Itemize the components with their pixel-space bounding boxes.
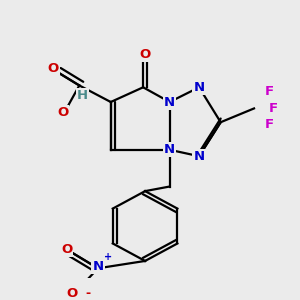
Text: F: F bbox=[265, 85, 274, 98]
Text: N: N bbox=[92, 260, 104, 273]
Text: N: N bbox=[164, 143, 175, 156]
Text: N: N bbox=[164, 95, 175, 109]
Text: H: H bbox=[77, 89, 88, 102]
Text: O: O bbox=[67, 286, 78, 300]
Text: O: O bbox=[140, 48, 151, 61]
Text: +: + bbox=[104, 252, 112, 262]
Text: F: F bbox=[269, 102, 278, 115]
Text: O: O bbox=[61, 243, 72, 256]
Text: -: - bbox=[85, 286, 91, 300]
Text: F: F bbox=[265, 118, 274, 131]
Text: O: O bbox=[57, 106, 68, 118]
Text: O: O bbox=[47, 61, 58, 74]
Text: N: N bbox=[194, 81, 205, 94]
Text: N: N bbox=[194, 150, 205, 163]
